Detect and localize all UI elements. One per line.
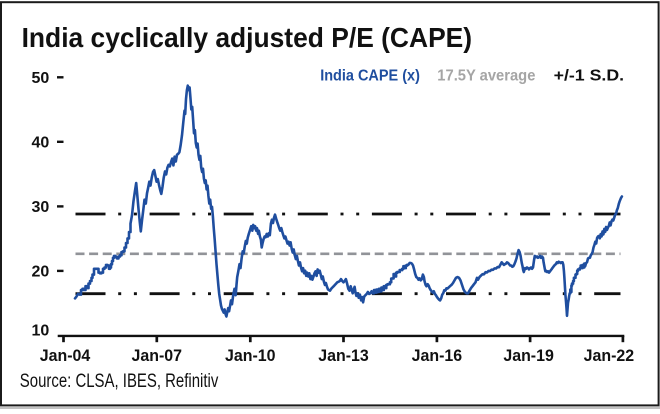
svg-text:30: 30 bbox=[32, 199, 50, 216]
svg-text:+/-1 S.D.: +/-1 S.D. bbox=[554, 67, 625, 84]
svg-text:Jan-10: Jan-10 bbox=[225, 346, 276, 365]
svg-text:Source: CLSA, IBES, Refinitiv: Source: CLSA, IBES, Refinitiv bbox=[20, 371, 219, 392]
svg-text:Jan-07: Jan-07 bbox=[132, 346, 183, 365]
svg-text:10: 10 bbox=[32, 323, 50, 340]
svg-text:Jan-22: Jan-22 bbox=[584, 346, 635, 365]
svg-text:50: 50 bbox=[32, 70, 50, 87]
svg-text:20: 20 bbox=[32, 264, 50, 281]
svg-text:17.5Y average: 17.5Y average bbox=[437, 67, 535, 84]
svg-text:India cyclically adjusted P/E: India cyclically adjusted P/E (CAPE) bbox=[22, 22, 473, 53]
svg-text:Jan-16: Jan-16 bbox=[412, 346, 463, 365]
svg-text:Jan-13: Jan-13 bbox=[318, 346, 369, 365]
svg-text:India CAPE (x): India CAPE (x) bbox=[320, 67, 420, 84]
svg-text:Jan-04: Jan-04 bbox=[40, 346, 91, 365]
svg-text:40: 40 bbox=[32, 135, 50, 152]
svg-text:Jan-19: Jan-19 bbox=[503, 346, 554, 365]
